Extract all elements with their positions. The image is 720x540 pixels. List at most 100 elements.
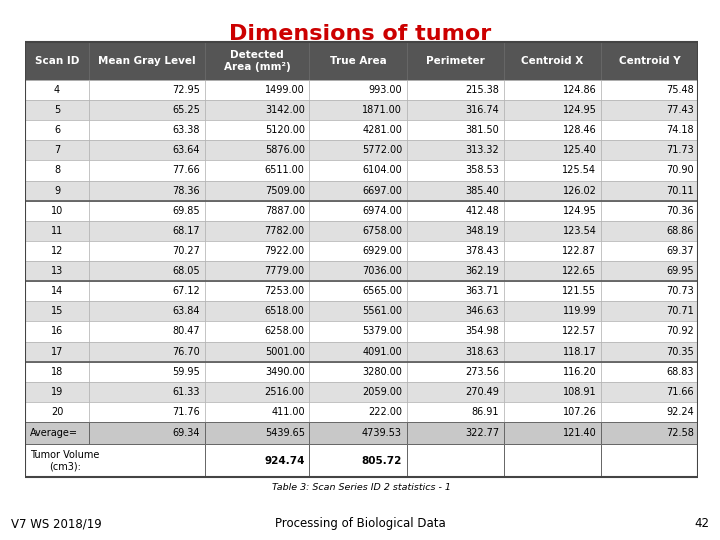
Text: 125.54: 125.54 <box>562 165 596 176</box>
Bar <box>204 221 310 241</box>
Text: 71.73: 71.73 <box>666 145 693 156</box>
Bar <box>204 341 310 362</box>
Text: 5120.00: 5120.00 <box>265 125 305 135</box>
Text: 126.02: 126.02 <box>562 186 596 195</box>
Bar <box>310 120 407 140</box>
Bar <box>601 422 698 444</box>
Text: 71.76: 71.76 <box>172 407 200 417</box>
Text: 215.38: 215.38 <box>465 85 499 95</box>
Bar <box>310 402 407 422</box>
Text: 63.64: 63.64 <box>173 145 200 156</box>
Bar <box>601 100 698 120</box>
Text: 5439.65: 5439.65 <box>265 428 305 438</box>
Text: 125.40: 125.40 <box>562 145 596 156</box>
Text: 4: 4 <box>54 85 60 95</box>
Text: 119.99: 119.99 <box>563 306 596 316</box>
Bar <box>504 100 601 120</box>
Text: 68.83: 68.83 <box>666 367 693 377</box>
Bar <box>407 80 504 100</box>
Text: 6974.00: 6974.00 <box>362 206 402 215</box>
Text: 358.53: 358.53 <box>465 165 499 176</box>
Bar <box>601 402 698 422</box>
Bar <box>601 160 698 180</box>
Text: 318.63: 318.63 <box>466 347 499 356</box>
Text: 7036.00: 7036.00 <box>362 266 402 276</box>
Text: 17: 17 <box>51 347 63 356</box>
Bar <box>407 321 504 341</box>
Bar <box>89 120 204 140</box>
Bar <box>204 382 310 402</box>
Bar <box>89 241 204 261</box>
Bar <box>204 301 310 321</box>
Bar <box>25 382 89 402</box>
Text: 316.74: 316.74 <box>465 105 499 115</box>
Bar <box>25 341 89 362</box>
Text: 74.18: 74.18 <box>666 125 693 135</box>
Bar <box>89 422 204 444</box>
Text: 67.12: 67.12 <box>172 286 200 296</box>
Text: 72.95: 72.95 <box>172 85 200 95</box>
Bar <box>89 341 204 362</box>
Bar <box>310 201 407 221</box>
Bar <box>204 140 310 160</box>
Bar <box>407 382 504 402</box>
Text: 70.92: 70.92 <box>666 327 693 336</box>
Bar <box>89 281 204 301</box>
Bar <box>310 80 407 100</box>
Bar <box>310 422 407 444</box>
Text: 70.35: 70.35 <box>666 347 693 356</box>
Bar <box>407 281 504 301</box>
Text: Tumor Volume
(cm3):: Tumor Volume (cm3): <box>30 450 99 471</box>
Text: 362.19: 362.19 <box>465 266 499 276</box>
Bar <box>310 261 407 281</box>
Text: 72.58: 72.58 <box>666 428 693 438</box>
Bar <box>601 120 698 140</box>
Bar <box>601 201 698 221</box>
Bar <box>601 444 698 477</box>
Text: 77.43: 77.43 <box>666 105 693 115</box>
Bar <box>504 444 601 477</box>
Text: 68.86: 68.86 <box>666 226 693 236</box>
Text: 5876.00: 5876.00 <box>265 145 305 156</box>
Text: 348.19: 348.19 <box>466 226 499 236</box>
Bar <box>504 321 601 341</box>
Text: 75.48: 75.48 <box>666 85 693 95</box>
Bar <box>310 241 407 261</box>
Text: 12: 12 <box>51 246 63 256</box>
Bar <box>407 301 504 321</box>
Text: 2059.00: 2059.00 <box>362 387 402 397</box>
Bar <box>89 301 204 321</box>
Bar <box>310 42 407 80</box>
Bar <box>504 341 601 362</box>
Text: 6929.00: 6929.00 <box>362 246 402 256</box>
Bar <box>601 261 698 281</box>
Bar <box>504 422 601 444</box>
Text: 8: 8 <box>54 165 60 176</box>
Bar <box>504 80 601 100</box>
Bar <box>25 281 89 301</box>
Bar <box>204 100 310 120</box>
Text: Dimensions of tumor: Dimensions of tumor <box>229 24 491 44</box>
Bar <box>407 201 504 221</box>
Text: 6258.00: 6258.00 <box>265 327 305 336</box>
Bar <box>504 140 601 160</box>
Bar <box>601 281 698 301</box>
Bar <box>407 241 504 261</box>
Text: 69.95: 69.95 <box>666 266 693 276</box>
Bar <box>407 444 504 477</box>
Text: 77.66: 77.66 <box>172 165 200 176</box>
Bar <box>407 140 504 160</box>
Bar <box>204 444 310 477</box>
Bar <box>89 382 204 402</box>
Text: 70.11: 70.11 <box>666 186 693 195</box>
Bar <box>407 160 504 180</box>
Text: 70.73: 70.73 <box>666 286 693 296</box>
Text: 6758.00: 6758.00 <box>362 226 402 236</box>
Bar <box>310 140 407 160</box>
Text: 124.95: 124.95 <box>562 105 596 115</box>
Text: Centroid X: Centroid X <box>521 56 584 66</box>
Bar <box>25 301 89 321</box>
Text: 122.65: 122.65 <box>562 266 596 276</box>
Bar <box>25 140 89 160</box>
Bar <box>89 180 204 201</box>
